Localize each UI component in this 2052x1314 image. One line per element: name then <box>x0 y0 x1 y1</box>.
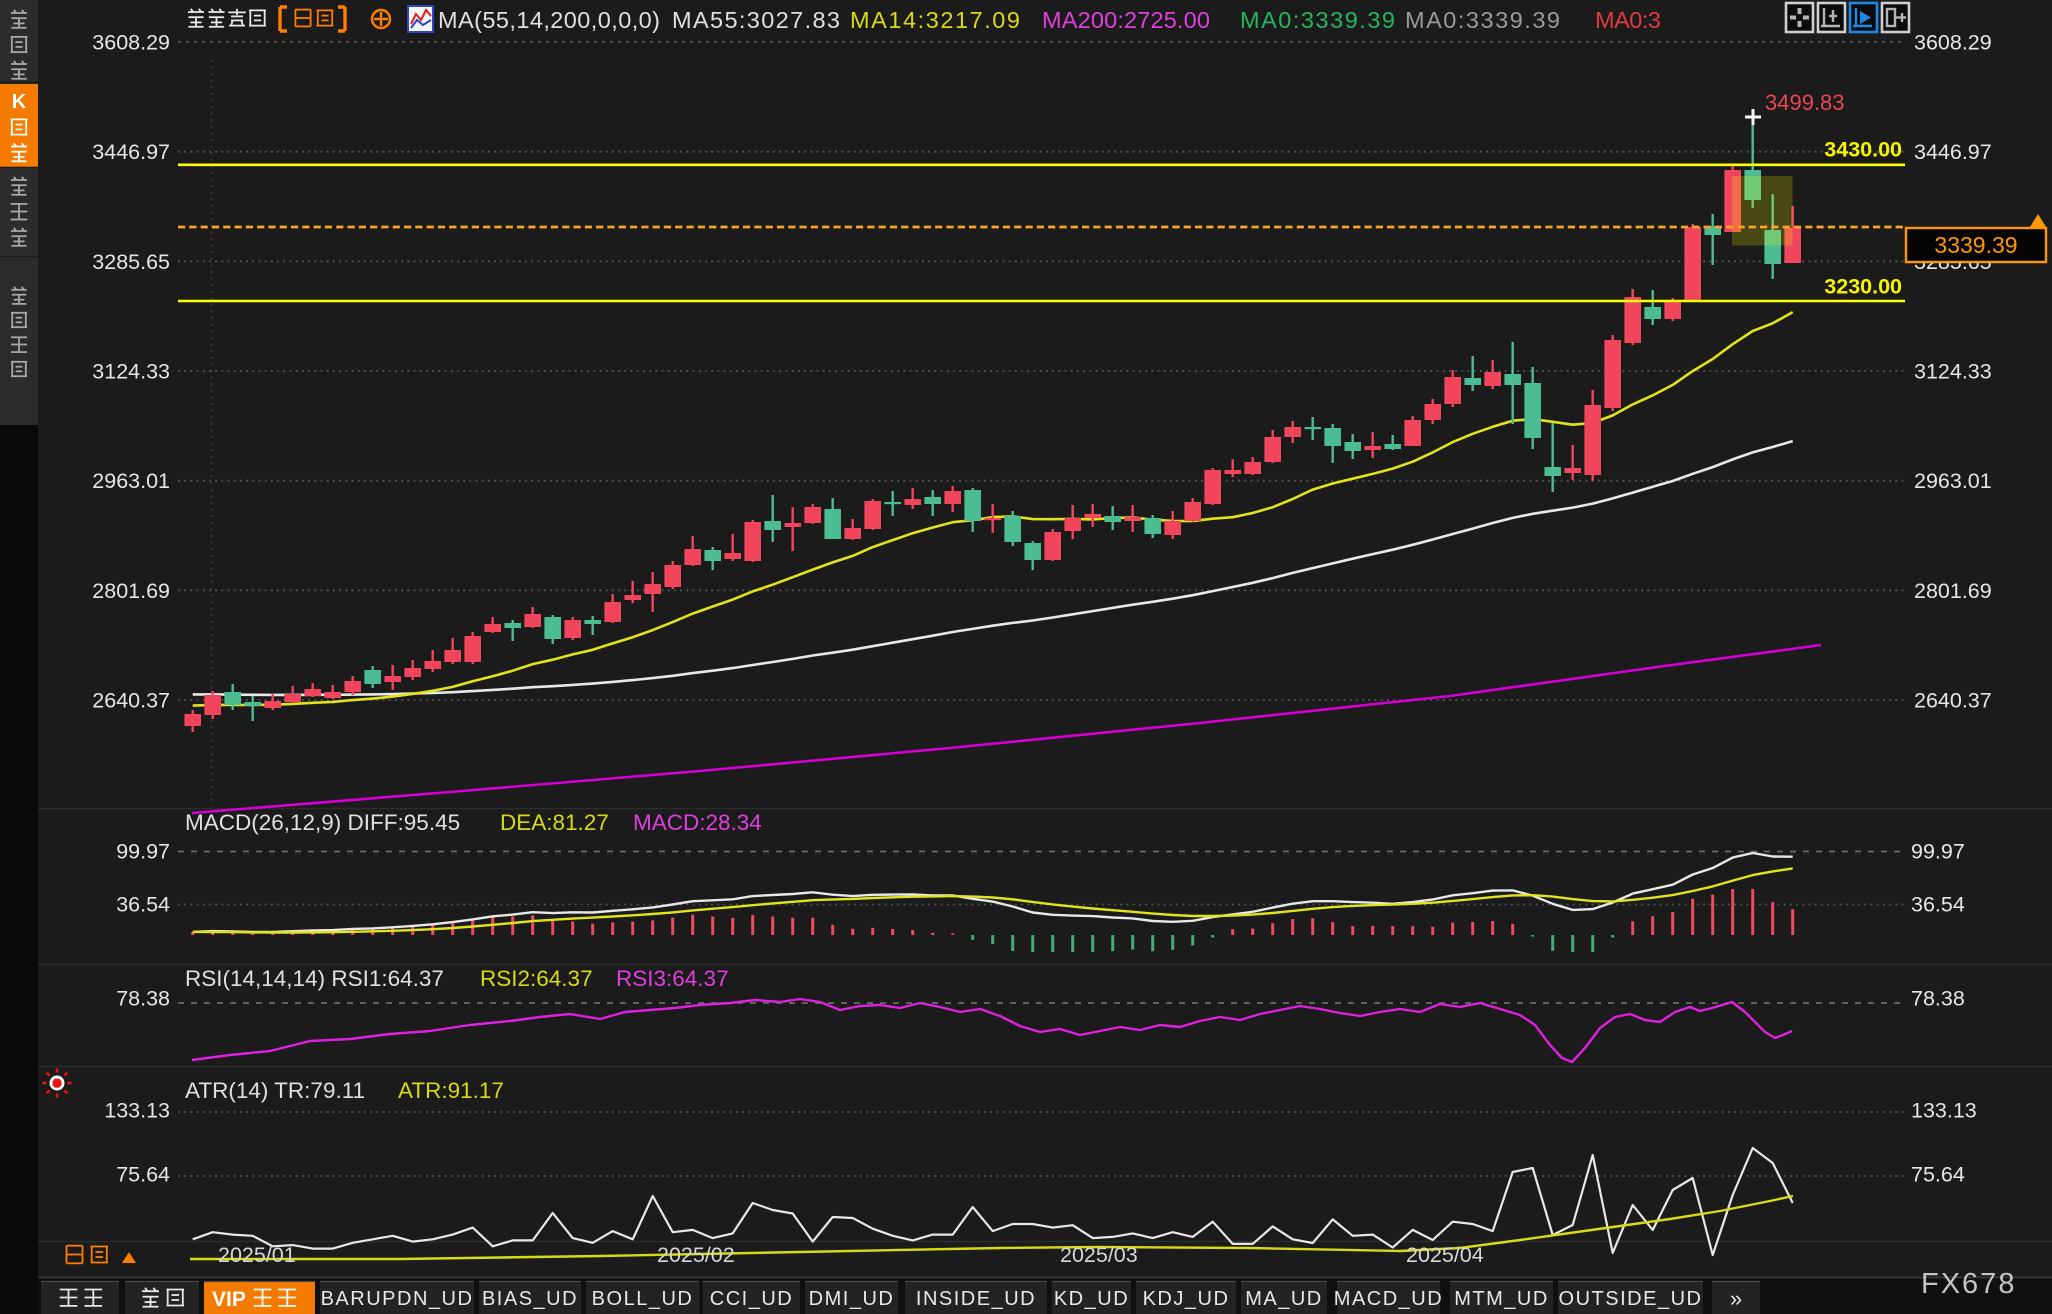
svg-text:MACD_UD: MACD_UD <box>1334 1288 1443 1310</box>
svg-text:RSI3:64.37: RSI3:64.37 <box>616 966 729 991</box>
svg-text:36.54: 36.54 <box>1911 893 1965 917</box>
svg-text:BOLL_UD: BOLL_UD <box>592 1288 694 1310</box>
svg-text:3339.39: 3339.39 <box>1934 232 2017 258</box>
svg-text:RSI2:64.37: RSI2:64.37 <box>480 966 593 991</box>
svg-text:99.97: 99.97 <box>116 840 170 864</box>
svg-text:MA14:3217.09: MA14:3217.09 <box>850 7 1020 33</box>
svg-text:ATR:91.17: ATR:91.17 <box>398 1078 504 1103</box>
svg-text:2640.37: 2640.37 <box>92 689 170 713</box>
svg-text:OUTSIDE_UD: OUTSIDE_UD <box>1559 1288 1703 1310</box>
svg-text:KDJ_UD: KDJ_UD <box>1143 1288 1230 1310</box>
svg-text:MA0:3339.39: MA0:3339.39 <box>1405 7 1560 33</box>
svg-text:3608.29: 3608.29 <box>92 31 170 55</box>
svg-text:»: » <box>1730 1286 1742 1311</box>
svg-text:3608.29: 3608.29 <box>1914 31 1992 55</box>
svg-text:MACD:28.34: MACD:28.34 <box>633 810 762 835</box>
svg-text:3124.33: 3124.33 <box>92 360 170 384</box>
svg-text:INSIDE_UD: INSIDE_UD <box>916 1288 1036 1310</box>
svg-text:BARUPDN_UD: BARUPDN_UD <box>321 1288 474 1310</box>
svg-text:BIAS_UD: BIAS_UD <box>482 1288 578 1310</box>
svg-text:K: K <box>12 91 27 113</box>
svg-text:3124.33: 3124.33 <box>1914 360 1992 384</box>
svg-text:MA0:3: MA0:3 <box>1595 7 1661 33</box>
svg-text:36.54: 36.54 <box>116 893 170 917</box>
svg-text:2025/04: 2025/04 <box>1406 1243 1484 1267</box>
svg-text:MTM_UD: MTM_UD <box>1454 1288 1549 1310</box>
svg-text:2801.69: 2801.69 <box>1914 579 1992 603</box>
svg-text:3285.65: 3285.65 <box>92 250 170 274</box>
svg-text:DEA:81.27: DEA:81.27 <box>500 810 609 835</box>
svg-text:ATR(14) TR:79.11: ATR(14) TR:79.11 <box>185 1078 365 1103</box>
svg-text:3446.97: 3446.97 <box>1914 140 1992 164</box>
svg-text:3430.00: 3430.00 <box>1824 138 1902 162</box>
svg-text:2025/03: 2025/03 <box>1060 1243 1138 1267</box>
svg-text:CCI_UD: CCI_UD <box>710 1288 793 1310</box>
svg-text:VIP: VIP <box>212 1288 246 1311</box>
svg-text:2640.37: 2640.37 <box>1914 689 1992 713</box>
svg-text:DMI_UD: DMI_UD <box>809 1288 895 1310</box>
svg-text:99.97: 99.97 <box>1911 840 1965 864</box>
svg-text:2963.01: 2963.01 <box>92 469 170 493</box>
svg-text:2963.01: 2963.01 <box>1914 469 1992 493</box>
svg-text:MA(55,14,200,0,0,0): MA(55,14,200,0,0,0) <box>438 7 660 33</box>
svg-text:2025/01: 2025/01 <box>218 1243 296 1267</box>
svg-text:133.13: 133.13 <box>104 1099 170 1123</box>
svg-text:3230.00: 3230.00 <box>1824 275 1902 299</box>
svg-text:FX678: FX678 <box>1921 1268 2016 1300</box>
svg-text:2025/02: 2025/02 <box>657 1243 735 1267</box>
svg-text:3446.97: 3446.97 <box>92 140 170 164</box>
svg-text:78.38: 78.38 <box>116 987 170 1011</box>
svg-text:78.38: 78.38 <box>1911 987 1965 1011</box>
svg-text:KD_UD: KD_UD <box>1054 1288 1129 1310</box>
svg-text:MA55:3027.83: MA55:3027.83 <box>672 7 840 33</box>
svg-text:MACD(26,12,9) DIFF:95.45: MACD(26,12,9) DIFF:95.45 <box>185 810 460 835</box>
svg-text:3499.83: 3499.83 <box>1765 90 1845 115</box>
svg-text:MA_UD: MA_UD <box>1245 1288 1323 1310</box>
svg-text:RSI(14,14,14) RSI1:64.37: RSI(14,14,14) RSI1:64.37 <box>185 966 444 991</box>
svg-text:MA200:2725.00: MA200:2725.00 <box>1042 7 1210 33</box>
svg-text:75.64: 75.64 <box>116 1163 170 1187</box>
svg-text:2801.69: 2801.69 <box>92 579 170 603</box>
svg-text:75.64: 75.64 <box>1911 1163 1965 1187</box>
svg-text:MA0:3339.39: MA0:3339.39 <box>1240 7 1395 33</box>
svg-text:133.13: 133.13 <box>1911 1099 1977 1123</box>
